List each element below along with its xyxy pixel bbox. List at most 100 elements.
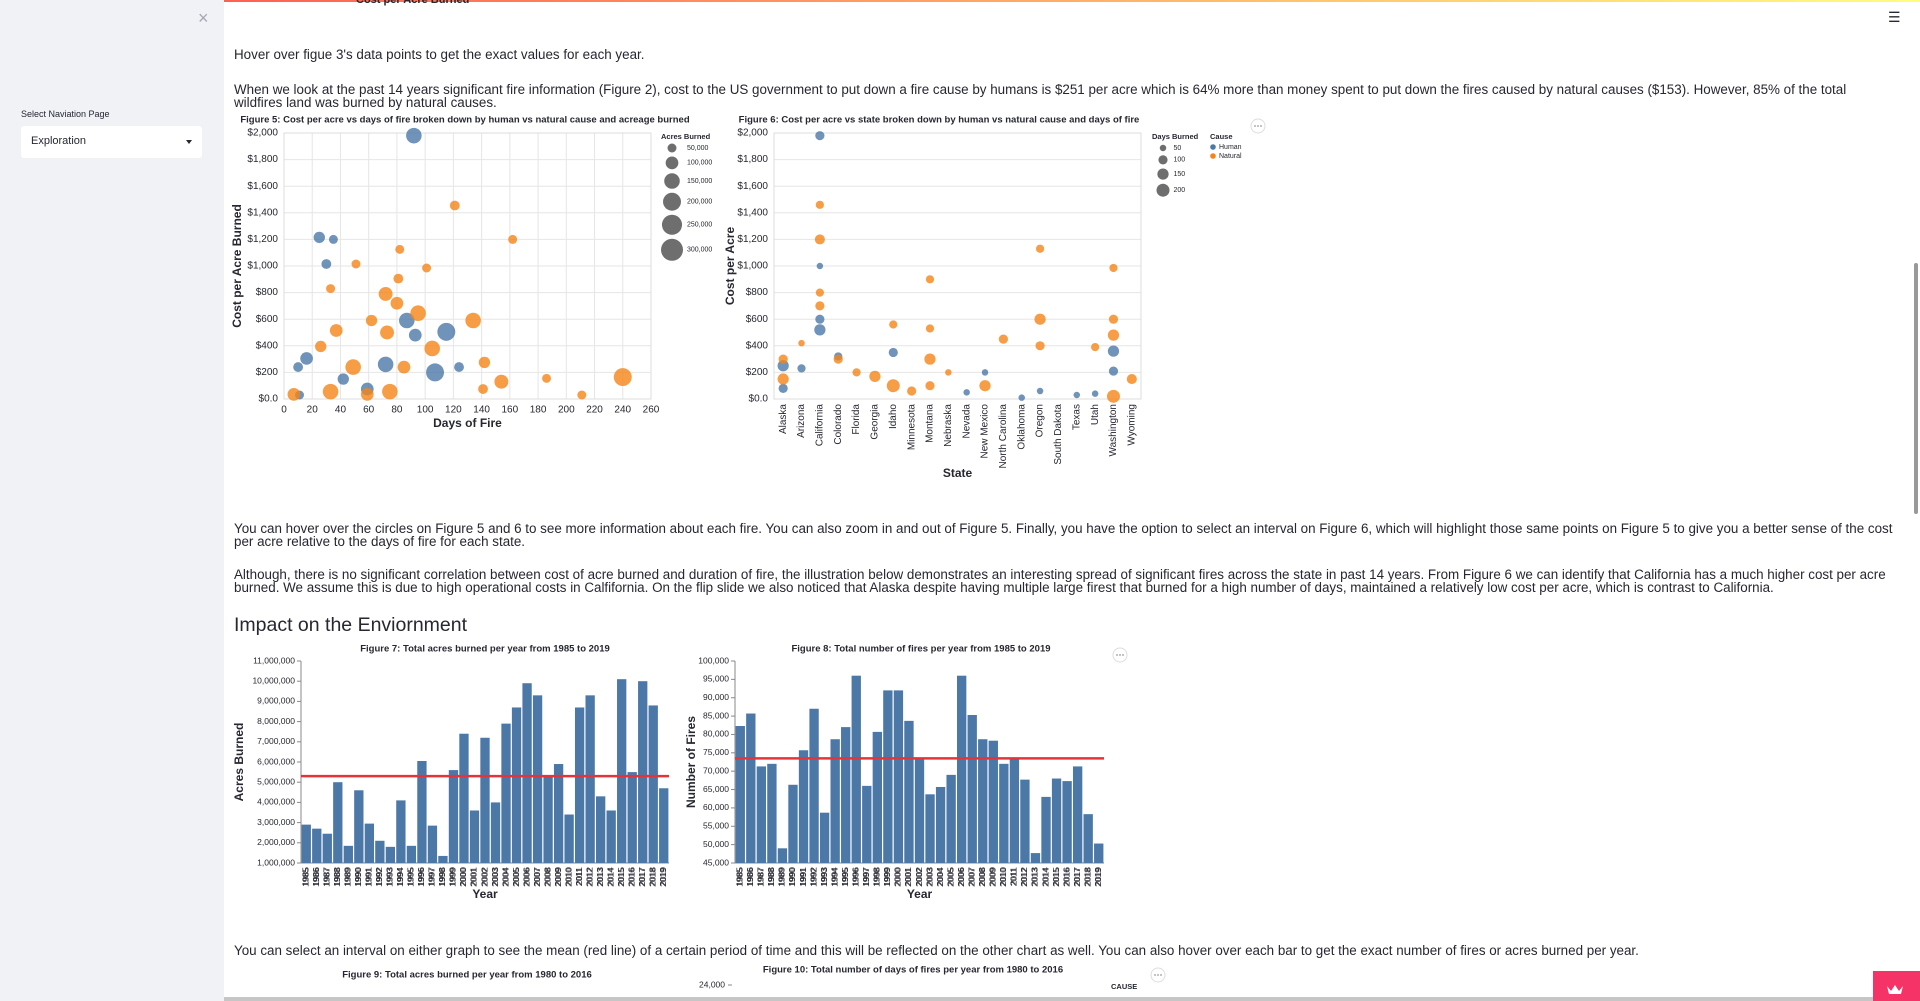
data-point — [322, 383, 339, 400]
data-point — [1107, 329, 1120, 341]
y-axis-label: Acres Burned — [232, 723, 246, 802]
data-point — [777, 373, 789, 385]
paragraph: You can hover over the circles on Figure… — [234, 521, 1893, 549]
more-button[interactable] — [1250, 118, 1266, 134]
data-point — [798, 339, 805, 347]
page-select[interactable]: Exploration — [21, 126, 202, 158]
bar — [417, 760, 427, 863]
x-tick-label: 2007 — [532, 867, 542, 886]
more-button[interactable] — [1150, 967, 1166, 983]
x-tick-label: 2012 — [584, 868, 594, 887]
x-tick-label: 180 — [530, 405, 547, 416]
x-tick-label: 2011 — [1009, 867, 1019, 886]
y-tick-label: 70,000 — [703, 765, 729, 775]
scrollbar[interactable] — [1914, 263, 1918, 514]
x-tick-label: 2004 — [500, 868, 510, 887]
bar — [1009, 757, 1020, 863]
x-tick-label: California — [815, 404, 826, 447]
x-tick-label: 2008 — [542, 868, 552, 887]
data-point — [998, 334, 1008, 344]
data-point — [886, 379, 900, 393]
x-tick-label: 1996 — [850, 867, 860, 886]
y-tick-label: $800 — [256, 287, 279, 298]
y-tick-label: 9,000,000 — [257, 696, 295, 706]
bar — [872, 731, 882, 863]
plot-frame — [773, 132, 1142, 400]
bar — [1083, 814, 1093, 863]
app-badge[interactable] — [1873, 971, 1920, 1001]
x-tick-label: 2015 — [1051, 868, 1061, 887]
y-tick-label: 24,000 — [699, 979, 725, 989]
x-tick-label: 2006 — [956, 867, 966, 886]
x-tick-label: 1997 — [427, 868, 437, 887]
bar — [333, 782, 343, 863]
bar — [543, 776, 553, 863]
legend-symbol — [1158, 155, 1168, 165]
data-point — [397, 360, 411, 374]
x-tick-label: 1991 — [798, 867, 808, 886]
x-tick-label: 2006 — [521, 867, 531, 886]
x-tick-label: 2001 — [469, 868, 479, 887]
data-point — [1018, 394, 1025, 401]
x-tick-label: 1998 — [437, 867, 447, 886]
x-tick-label: 120 — [445, 405, 462, 416]
bar — [627, 772, 637, 863]
bar — [501, 723, 511, 863]
x-tick-label: Utah — [1090, 404, 1101, 425]
bar — [830, 739, 840, 863]
bar — [1030, 853, 1041, 863]
data-point — [1091, 343, 1100, 352]
data-point — [315, 340, 327, 353]
x-tick-label: 2004 — [935, 867, 945, 886]
bar — [375, 840, 385, 863]
bar — [988, 740, 998, 863]
x-tick-label: 2018 — [647, 868, 657, 887]
y-tick-label: 80,000 — [703, 729, 729, 739]
bar — [935, 786, 946, 863]
y-tick-label: 6,000,000 — [257, 756, 295, 766]
x-tick-label: 1998 — [872, 868, 882, 887]
y-tick-label: $1,000 — [247, 261, 278, 272]
bar — [851, 675, 861, 863]
legend-symbol — [665, 156, 679, 170]
x-tick-label: 2015 — [616, 867, 626, 886]
x-tick-label: 1990 — [787, 868, 797, 887]
y-tick-label: $600 — [746, 314, 769, 325]
x-tick-label: 2003 — [924, 868, 934, 887]
x-tick-label: 2018 — [647, 867, 657, 886]
x-tick-label: 1987 — [756, 868, 766, 887]
x-axis-label: Days of Fire — [433, 416, 502, 430]
y-tick-label: $1,000 — [737, 261, 768, 272]
x-tick-label: 1992 — [374, 867, 384, 886]
legend-title: Cause — [1210, 132, 1233, 141]
data-point — [1091, 390, 1099, 397]
x-tick-label: 2005 — [945, 868, 955, 887]
x-tick-label: 2004 — [500, 867, 510, 886]
x-tick-label: 1988 — [766, 868, 776, 887]
x-tick-label: 2011 — [574, 867, 584, 886]
bar — [301, 824, 311, 863]
x-tick-label: Wyoming — [1126, 404, 1137, 446]
bar — [480, 737, 490, 863]
data-point — [393, 273, 404, 284]
legend-label: 200 — [1174, 187, 1186, 194]
sidebar: × Select Naviation Page Exploration — [0, 0, 224, 1001]
data-point — [321, 259, 332, 269]
x-tick-label: 1985 — [301, 867, 311, 886]
y-tick-label: 7,000,000 — [257, 736, 295, 746]
data-point — [326, 284, 336, 294]
data-point — [814, 234, 825, 245]
menu-button[interactable]: ☰ — [1888, 9, 1901, 25]
x-tick-label: 2010 — [998, 867, 1008, 886]
sidebar-close[interactable]: × — [198, 8, 209, 28]
x-tick-label: 1999 — [448, 868, 458, 887]
x-tick-label: Arizona — [796, 404, 807, 438]
h-scrollbar[interactable] — [224, 997, 1914, 1001]
x-tick-label: 2002 — [479, 868, 489, 887]
x-tick-label: Oklahoma — [1016, 404, 1027, 450]
data-point — [365, 314, 378, 327]
x-tick-label: 1998 — [872, 867, 882, 886]
more-button[interactable] — [1112, 647, 1128, 663]
bar — [1094, 843, 1104, 863]
data-point — [478, 356, 491, 369]
